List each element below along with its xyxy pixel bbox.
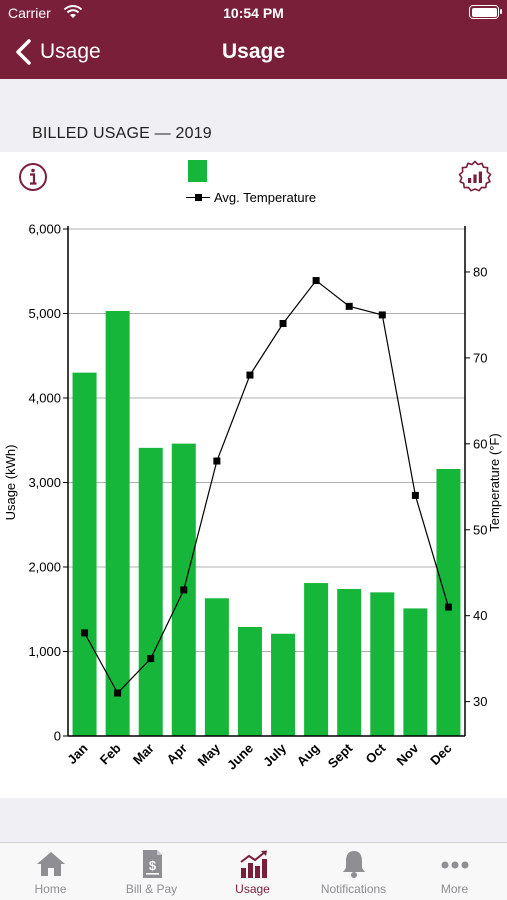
x-axis-tick-label: July: [260, 740, 290, 770]
x-axis-tick-label: Aug: [294, 740, 323, 769]
right-axis-label: Temperature (°F): [487, 433, 502, 531]
tab-bar: Home $ Bill & Pay Usage Notifications: [0, 842, 507, 900]
temperature-point: [213, 457, 221, 465]
usage-bar: [72, 372, 97, 736]
usage-bar: [105, 310, 130, 736]
back-button[interactable]: Usage: [12, 38, 101, 66]
right-axis-tick-label: 70: [473, 350, 487, 365]
legend-temperature: Avg. Temperature: [186, 190, 316, 205]
wifi-icon: [63, 5, 83, 18]
legend-usage-swatch: [188, 160, 207, 182]
tab-bill-pay[interactable]: $ Bill & Pay: [101, 843, 202, 900]
x-axis-tick-label: June: [224, 741, 256, 772]
left-axis-tick-label: 6,000: [28, 222, 61, 237]
usage-bar: [403, 608, 428, 736]
usage-chart: 0 1,000 2,000 3,000 4,000 5,000 6,000 30 40 50 60 7…: [3, 222, 502, 773]
legend-temperature-label: Avg. Temperature: [214, 190, 317, 205]
home-icon: [36, 852, 65, 876]
right-axis-tick-label: 50: [473, 522, 487, 537]
tab-notifications-label: Notifications: [320, 882, 387, 896]
status-bar: Carrier 10:54 PM: [0, 0, 507, 26]
tab-home[interactable]: Home: [0, 843, 101, 900]
x-axis-tick-label: Nov: [394, 740, 423, 769]
footer-spacer: [0, 798, 507, 842]
usage-bar: [237, 626, 262, 736]
legend-temperature-marker: [186, 191, 210, 205]
x-axis-tick-label: Mar: [130, 741, 157, 768]
left-axis-tick-label: 3,000: [28, 475, 61, 490]
temperature-point: [345, 302, 353, 310]
temperature-point: [279, 320, 287, 328]
right-axis-tick-label: 80: [473, 264, 487, 279]
usage-chart-icon: [239, 850, 267, 878]
usage-bar: [271, 633, 296, 736]
chevron-left-icon: [16, 39, 31, 65]
battery-icon: [469, 5, 502, 19]
x-axis-tick-label: Oct: [362, 740, 388, 766]
usage-bar: [370, 592, 395, 736]
tab-home-label: Home: [34, 882, 67, 896]
carrier-label: Carrier: [8, 5, 51, 21]
usage-bar: [204, 598, 229, 736]
left-axis-tick-label: 4,000: [28, 391, 61, 406]
left-axis-tick-label: 2,000: [28, 560, 61, 575]
x-axis-tick-label: May: [195, 740, 224, 769]
right-axis-tick-label: 30: [473, 694, 487, 709]
temperature-point: [411, 491, 419, 499]
tab-more-label: More: [440, 882, 469, 896]
bell-icon: [342, 851, 365, 878]
x-axis-tick-label: Jan: [64, 740, 90, 766]
temperature-point: [114, 689, 122, 697]
right-axis-tick-label: 40: [473, 608, 487, 623]
navigation-bar: Usage Usage: [0, 26, 507, 79]
left-axis-tick-label: 0: [54, 729, 61, 744]
temperature-point: [81, 629, 89, 637]
chart-settings-icon[interactable]: [458, 160, 492, 194]
x-axis-tick-label: Sept: [325, 740, 356, 771]
tab-more[interactable]: More: [404, 843, 505, 900]
tab-bill-pay-label: Bill & Pay: [125, 882, 178, 896]
temperature-point: [312, 277, 320, 285]
more-icon: [441, 861, 468, 869]
info-icon[interactable]: [18, 162, 48, 192]
temperature-line: [84, 279, 450, 695]
x-axis-tick-label: Dec: [427, 741, 454, 768]
right-axis-tick-label: 60: [473, 436, 487, 451]
temperature-point: [378, 311, 386, 319]
left-axis-tick-label: 5,000: [28, 306, 61, 321]
temperature-point: [246, 371, 254, 379]
section-header: BILLED USAGE — 2019: [32, 125, 212, 142]
x-axis-tick-label: Feb: [97, 740, 124, 767]
usage-bar: [337, 588, 362, 736]
tab-usage-label: Usage: [235, 882, 270, 896]
usage-bar: [138, 447, 163, 736]
temperature-point: [180, 586, 188, 594]
usage-bar: [436, 468, 461, 736]
tab-notifications[interactable]: Notifications: [303, 843, 404, 900]
left-axis-label: Usage (kWh): [3, 445, 18, 521]
left-axis-tick-label: 1,000: [28, 644, 61, 659]
back-button-label: Usage: [40, 40, 101, 63]
tab-usage[interactable]: Usage: [202, 843, 303, 900]
bill-icon: $: [142, 850, 162, 878]
svg-text:$: $: [148, 858, 156, 873]
section-header-background: [0, 79, 507, 152]
usage-bar: [304, 583, 329, 736]
x-axis-tick-label: Apr: [163, 741, 189, 767]
clock: 10:54 PM: [223, 5, 284, 21]
temperature-point: [147, 655, 155, 663]
temperature-point: [444, 603, 452, 611]
